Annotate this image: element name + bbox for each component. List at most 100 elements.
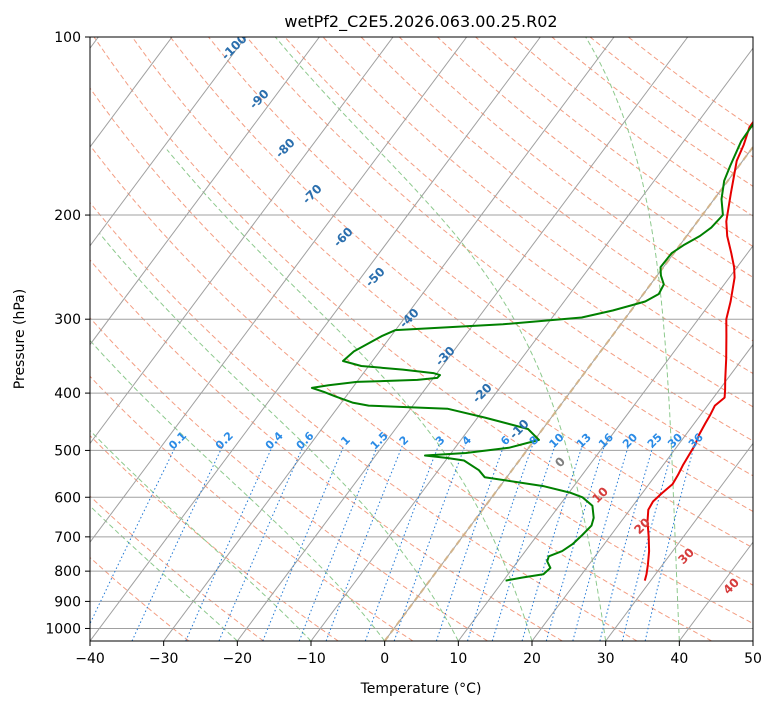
dry-adiabats [90,37,753,641]
y-tick-label: 1000 [45,621,81,637]
dry-adiabat-line [90,556,190,641]
dry-adiabat-line [513,37,753,217]
moist-adiabat-label: 10 [589,484,611,506]
special-isotherm-line [383,145,753,641]
dry-adiabat-line [90,375,414,641]
y-tick-label: 700 [54,530,81,546]
mixing-ratio-label: 0.2 [213,429,236,452]
dry-adiabat-line [90,317,488,641]
dry-adiabat-label: -80 [273,136,298,161]
dry-adiabat-line [90,87,753,625]
mixing-ratio-line [435,445,505,641]
plot-area: 0.1 0.2 0.4 0.6 1 1.5 2 3 4 6 8 10 13 16 20 25 30 36-100-… [90,37,753,641]
moist-adiabat-line [274,37,607,641]
dry-adiabat-line [90,144,712,641]
moist-adiabat-line [99,233,459,641]
dry-adiabat-line [90,434,339,641]
moist-adiabat-label: 40 [720,575,742,597]
mixing-ratio-label: 1.5 [368,429,391,452]
isotherms [90,37,753,641]
x-tick-label: 20 [523,651,541,667]
mixing-ratio-line [90,444,177,625]
dry-adiabat-line [322,37,753,375]
x-axis-label: Temperature (°C) [360,681,482,697]
isotherm-line [90,37,541,641]
chart-title: wetPf2_C2E5.2026.063.00.25.R02 [284,12,557,32]
mixing-ratio-label: 0.1 [166,429,189,452]
mixing-ratio-label: 2 [397,433,412,448]
mixing-ratio-label: 20 [620,430,640,450]
x-tick-label: 40 [670,651,688,667]
moist-adiabat-line [90,429,312,641]
mixing-ratio-label: 0.6 [294,429,317,452]
dry-adiabat-label: -90 [247,87,272,112]
moist-adiabat-label: 30 [675,545,697,567]
x-tick-label: 0 [380,651,389,667]
y-tick-label: 500 [54,443,81,459]
dry-adiabat-line [90,495,264,641]
isotherm-line [457,244,753,641]
dry-adiabat-line [131,37,753,549]
line-labels: 0.1 0.2 0.4 0.6 1 1.5 2 3 4 6 8 10 13 16 20 25 30 36-100-… [166,37,742,597]
mixing-ratio-label: 13 [574,431,594,451]
moist-adiabat-line [585,37,680,641]
x-axis-ticks: −40 −30 −20 −10 0 10 20 30 40 50 [75,641,762,667]
dry-adiabat-line [360,37,753,342]
mixing-ratio-line [393,445,466,641]
moist-adiabats [90,37,680,641]
isotherm-line [236,37,689,641]
dry-adiabat-label: -60 [331,225,356,250]
mixing-ratio-line [491,445,556,641]
isotherm-line [90,37,468,544]
mixing-ratio-line [218,444,305,641]
isotherm-line [163,37,615,641]
x-tick-label: −10 [296,651,326,667]
mixing-ratio-label: 0.4 [263,429,286,452]
moist-adiabat-line [90,339,386,641]
y-axis-ticks: 100 200 300 400 500 600 700 800 900 1000 [45,30,90,637]
isotherm-line [310,47,753,641]
isotherm-line [384,146,753,641]
mixing-ratio-line [545,445,605,641]
dry-adiabat-label: -30 [433,344,458,369]
mixing-ratio-line [364,445,440,641]
dry-adiabat-line [398,37,753,310]
mixing-ratio-line [185,444,274,641]
y-tick-label: 900 [54,594,81,610]
isotherm-line [752,640,753,641]
mixing-ratio-label: 10 [547,430,567,450]
y-tick-label: 400 [54,386,81,402]
dry-adiabat-line [437,37,753,278]
mixing-ratio-line [298,445,379,641]
dry-adiabat-line [551,37,753,187]
moist-adiabat-line [90,505,238,641]
y-tick-label: 800 [54,564,81,580]
dewpoint-profile-line [310,122,753,582]
y-tick-label: 300 [54,312,81,328]
dry-adiabat-line [208,37,753,477]
moist-adiabat-label: 20 [631,515,653,537]
mixing-ratio-line [131,444,224,641]
mixing-ratio-label: 30 [665,430,685,450]
dry-adiabat-label: -70 [300,182,325,207]
mixing-ratio-line [644,445,695,641]
mixing-ratio-label: 36 [686,430,706,450]
mixing-ratio-line [325,445,403,641]
x-tick-label: 30 [597,651,615,667]
y-tick-label: 200 [54,208,81,224]
mixing-ratio-line [521,445,583,641]
isotherm-line [90,37,320,346]
x-tick-label: −20 [223,651,253,667]
y-tick-label: 600 [54,490,81,506]
isotherm-line [90,37,394,445]
mixing-ratio-line [572,445,630,641]
dry-adiabat-label: -50 [363,265,388,290]
profile-series [310,120,753,582]
dry-adiabat-line [246,37,753,442]
dry-adiabat-label: -40 [397,306,422,331]
mixing-ratio-line [599,445,654,641]
dry-adiabat-line [90,201,638,641]
x-tick-label: −30 [149,651,179,667]
y-tick-label: 100 [54,30,81,46]
